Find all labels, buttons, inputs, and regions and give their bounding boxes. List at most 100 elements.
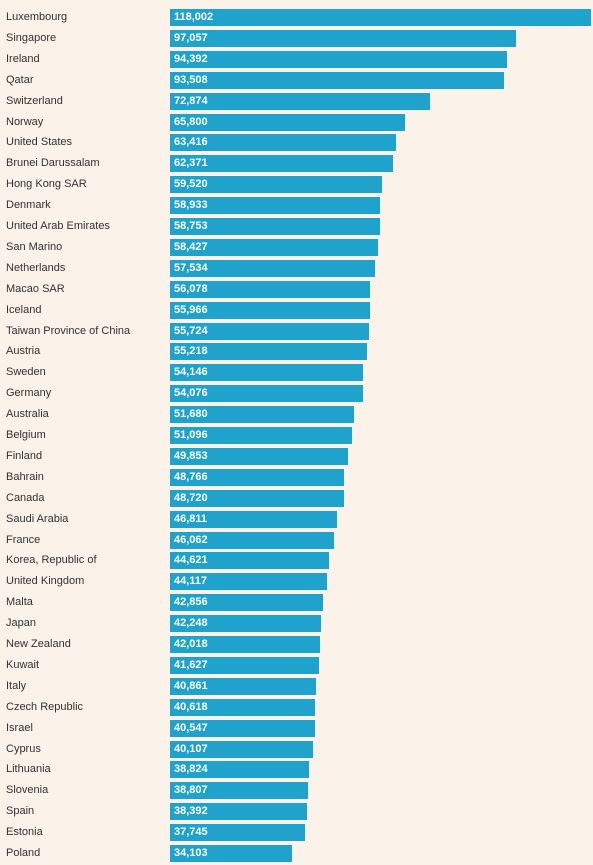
bar-value-label: 59,520 xyxy=(174,178,208,191)
bar-value-label: 40,618 xyxy=(174,700,208,713)
chart-row: Hong Kong SAR 59,520 xyxy=(0,174,593,195)
bar: 40,861 xyxy=(170,677,316,695)
bar: 72,874 xyxy=(170,92,430,110)
bar: 40,618 xyxy=(170,698,315,716)
chart-row: Cyprus 40,107 xyxy=(0,739,593,760)
chart-row: Sweden 54,146 xyxy=(0,362,593,383)
bar-value-label: 94,392 xyxy=(174,52,208,65)
bar-value-label: 40,861 xyxy=(174,679,208,692)
bar: 55,724 xyxy=(170,322,369,340)
bar: 62,371 xyxy=(170,155,393,173)
bar-value-label: 65,800 xyxy=(174,115,208,128)
category-label: Kuwait xyxy=(6,658,40,671)
category-label: Slovenia xyxy=(6,784,49,797)
chart-row: Norway 65,800 xyxy=(0,112,593,133)
chart-row: Germany 54,076 xyxy=(0,383,593,404)
bar: 42,018 xyxy=(170,636,320,653)
chart-row: Singapore 97,057 xyxy=(0,28,593,49)
bar: 41,627 xyxy=(170,656,319,674)
category-label: Denmark xyxy=(6,199,51,212)
chart-row: Spain 38,392 xyxy=(0,801,593,822)
category-label: United Arab Emirates xyxy=(6,220,110,232)
chart-row: Canada 48,720 xyxy=(0,488,593,509)
chart-row: Taiwan Province of China 55,724 xyxy=(0,321,593,342)
chart-row: Kuwait 41,627 xyxy=(0,655,593,676)
bar-value-label: 57,534 xyxy=(174,261,208,274)
category-label: Brunei Darussalam xyxy=(6,157,100,170)
bar: 65,800 xyxy=(170,113,405,131)
category-label: Ireland xyxy=(6,52,40,65)
category-label: Netherlands xyxy=(6,261,66,274)
bar: 118,002 xyxy=(170,9,591,26)
category-label: United Kingdom xyxy=(6,575,85,588)
category-label: Spain xyxy=(6,805,35,818)
bar: 40,547 xyxy=(170,719,315,737)
bar: 59,520 xyxy=(170,176,383,194)
chart-row: Qatar 93,508 xyxy=(0,70,593,91)
chart-row: United Arab Emirates 58,753 xyxy=(0,216,593,237)
bar-value-label: 58,753 xyxy=(174,220,208,232)
bar: 55,218 xyxy=(170,343,367,361)
category-label: Qatar xyxy=(6,73,34,86)
bar: 48,720 xyxy=(170,489,344,507)
chart-row: Czech Republic 40,618 xyxy=(0,697,593,718)
bar-value-label: 63,416 xyxy=(174,136,208,149)
category-label: Austria xyxy=(6,345,41,358)
category-label: Singapore xyxy=(6,31,57,44)
chart-row: Ireland 94,392 xyxy=(0,49,593,70)
chart-row: France 46,062 xyxy=(0,530,593,551)
category-label: Korea, Republic of xyxy=(6,554,97,567)
bar-value-label: 38,807 xyxy=(174,784,208,797)
chart-row: Lithuania 38,824 xyxy=(0,759,593,780)
bar-value-label: 38,824 xyxy=(174,763,208,776)
category-label: Canada xyxy=(6,491,45,504)
bar: 58,753 xyxy=(170,218,380,235)
bar: 97,057 xyxy=(170,29,517,47)
category-label: United States xyxy=(6,136,73,149)
bar-value-label: 72,874 xyxy=(174,94,208,107)
bar: 58,933 xyxy=(170,197,381,215)
chart-row: Estonia 37,745 xyxy=(0,822,593,843)
chart-row: Australia 51,680 xyxy=(0,404,593,425)
bar-value-label: 46,062 xyxy=(174,533,208,546)
category-label: Taiwan Province of China xyxy=(6,324,131,337)
category-label: Israel xyxy=(6,721,33,734)
bar: 49,853 xyxy=(170,447,348,465)
chart-row: Japan 42,248 xyxy=(0,613,593,634)
category-label: Sweden xyxy=(6,366,46,379)
category-label: San Marino xyxy=(6,240,63,253)
bar-value-label: 34,103 xyxy=(174,847,208,859)
bar-value-label: 42,248 xyxy=(174,617,208,630)
bar: 38,824 xyxy=(170,761,309,779)
bar: 44,117 xyxy=(170,573,328,591)
bar-value-label: 55,966 xyxy=(174,303,208,316)
bar-value-label: 42,018 xyxy=(174,638,208,650)
bar: 38,392 xyxy=(170,803,307,821)
bar-value-label: 38,392 xyxy=(174,805,208,818)
chart-row: Iceland 55,966 xyxy=(0,300,593,321)
bar-value-label: 58,933 xyxy=(174,199,208,212)
category-label: Japan xyxy=(6,617,36,630)
bar: 57,534 xyxy=(170,259,376,277)
bar-value-label: 51,680 xyxy=(174,408,208,421)
category-label: Italy xyxy=(6,679,27,692)
bar-value-label: 40,107 xyxy=(174,742,208,755)
category-label: Switzerland xyxy=(6,94,63,107)
category-label: Cyprus xyxy=(6,742,41,755)
bar: 46,062 xyxy=(170,531,335,549)
bar-value-label: 56,078 xyxy=(174,282,208,295)
bar: 54,146 xyxy=(170,364,364,382)
category-label: France xyxy=(6,533,41,546)
category-label: Malta xyxy=(6,596,33,609)
bar: 42,856 xyxy=(170,594,323,612)
chart-row: Denmark 58,933 xyxy=(0,195,593,216)
category-label: Macao SAR xyxy=(6,282,65,295)
chart-row: Saudi Arabia 46,811 xyxy=(0,509,593,530)
bar-value-label: 118,002 xyxy=(174,11,214,23)
bar: 34,103 xyxy=(170,845,292,862)
bar: 37,745 xyxy=(170,824,305,842)
category-label: Lithuania xyxy=(6,763,51,776)
bar: 38,807 xyxy=(170,782,309,800)
category-label: Bahrain xyxy=(6,470,44,483)
